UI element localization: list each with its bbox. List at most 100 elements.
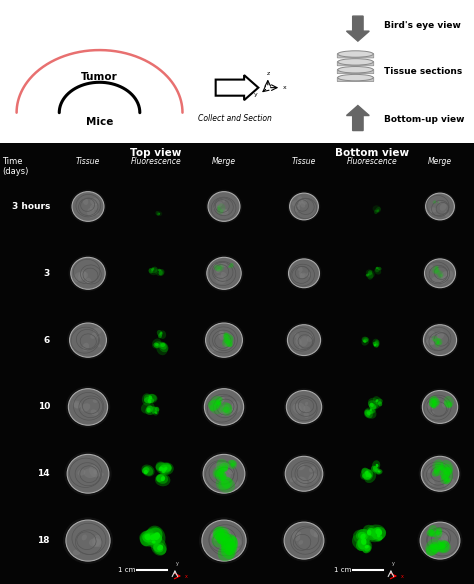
Ellipse shape	[224, 338, 230, 344]
Ellipse shape	[338, 51, 374, 57]
Ellipse shape	[370, 403, 374, 407]
Ellipse shape	[220, 475, 225, 481]
Ellipse shape	[90, 333, 97, 339]
Ellipse shape	[363, 472, 370, 480]
Ellipse shape	[81, 404, 91, 412]
Ellipse shape	[158, 213, 160, 215]
Ellipse shape	[208, 192, 240, 221]
Ellipse shape	[375, 464, 378, 467]
Ellipse shape	[286, 391, 322, 423]
Ellipse shape	[430, 542, 437, 548]
Ellipse shape	[213, 206, 217, 209]
Ellipse shape	[210, 531, 219, 537]
Ellipse shape	[144, 470, 148, 474]
Ellipse shape	[215, 470, 226, 480]
Ellipse shape	[89, 465, 99, 477]
Ellipse shape	[132, 452, 180, 496]
Ellipse shape	[307, 334, 313, 342]
Ellipse shape	[146, 533, 157, 542]
Ellipse shape	[155, 269, 164, 276]
Ellipse shape	[83, 198, 88, 205]
Ellipse shape	[428, 544, 438, 553]
Ellipse shape	[199, 517, 249, 564]
Text: y: y	[392, 561, 395, 566]
Ellipse shape	[440, 469, 450, 480]
Ellipse shape	[436, 332, 439, 335]
Ellipse shape	[440, 203, 447, 211]
Ellipse shape	[219, 536, 225, 541]
Ellipse shape	[361, 468, 370, 478]
Ellipse shape	[150, 536, 157, 544]
Ellipse shape	[352, 534, 371, 551]
Ellipse shape	[224, 333, 229, 339]
Ellipse shape	[373, 467, 381, 474]
Ellipse shape	[143, 466, 153, 475]
Text: 14: 14	[37, 470, 50, 478]
Ellipse shape	[225, 545, 234, 555]
Ellipse shape	[300, 201, 305, 208]
Ellipse shape	[208, 401, 219, 411]
Ellipse shape	[158, 333, 162, 338]
Ellipse shape	[217, 402, 221, 405]
Ellipse shape	[153, 532, 160, 540]
Ellipse shape	[297, 477, 308, 486]
Ellipse shape	[367, 272, 374, 280]
Ellipse shape	[352, 388, 392, 426]
FancyBboxPatch shape	[337, 61, 374, 66]
Ellipse shape	[427, 529, 436, 537]
Ellipse shape	[309, 467, 315, 472]
Ellipse shape	[447, 404, 451, 409]
Ellipse shape	[70, 323, 107, 357]
Ellipse shape	[286, 257, 321, 290]
Ellipse shape	[235, 481, 239, 486]
Ellipse shape	[436, 542, 445, 552]
Ellipse shape	[349, 520, 394, 562]
Ellipse shape	[226, 339, 233, 347]
Ellipse shape	[219, 330, 224, 336]
Text: Top view: Top view	[130, 148, 182, 158]
Text: Bird's eye view: Bird's eye view	[384, 21, 461, 30]
Ellipse shape	[421, 322, 459, 357]
Ellipse shape	[156, 474, 168, 484]
Ellipse shape	[149, 395, 152, 399]
Ellipse shape	[151, 406, 157, 413]
Ellipse shape	[361, 468, 370, 476]
Ellipse shape	[436, 531, 440, 536]
Text: 1 cm: 1 cm	[334, 567, 351, 573]
Ellipse shape	[219, 405, 230, 416]
Ellipse shape	[426, 193, 455, 220]
Ellipse shape	[363, 471, 369, 478]
Ellipse shape	[147, 399, 151, 404]
Ellipse shape	[148, 398, 154, 403]
Ellipse shape	[94, 538, 102, 547]
Text: Fluorescence: Fluorescence	[131, 157, 182, 166]
Ellipse shape	[360, 534, 366, 539]
FancyArrow shape	[346, 16, 369, 41]
Ellipse shape	[87, 208, 95, 218]
Ellipse shape	[152, 406, 159, 416]
Ellipse shape	[218, 203, 226, 212]
Ellipse shape	[149, 267, 158, 275]
Ellipse shape	[436, 527, 442, 534]
Ellipse shape	[376, 398, 383, 405]
Ellipse shape	[217, 458, 228, 472]
Ellipse shape	[220, 402, 232, 416]
Ellipse shape	[295, 338, 301, 346]
Ellipse shape	[93, 328, 102, 334]
Ellipse shape	[155, 461, 168, 474]
Ellipse shape	[368, 270, 372, 276]
Text: z: z	[267, 71, 270, 76]
Ellipse shape	[230, 263, 234, 267]
Ellipse shape	[223, 332, 230, 339]
Ellipse shape	[204, 389, 244, 425]
Text: Bottom-up view: Bottom-up view	[384, 115, 465, 124]
Ellipse shape	[224, 210, 228, 213]
Ellipse shape	[156, 474, 164, 482]
Ellipse shape	[314, 532, 319, 538]
Ellipse shape	[217, 471, 223, 477]
Ellipse shape	[301, 199, 307, 205]
Ellipse shape	[155, 211, 159, 215]
Ellipse shape	[299, 346, 301, 350]
Ellipse shape	[228, 470, 234, 474]
Ellipse shape	[363, 545, 372, 553]
